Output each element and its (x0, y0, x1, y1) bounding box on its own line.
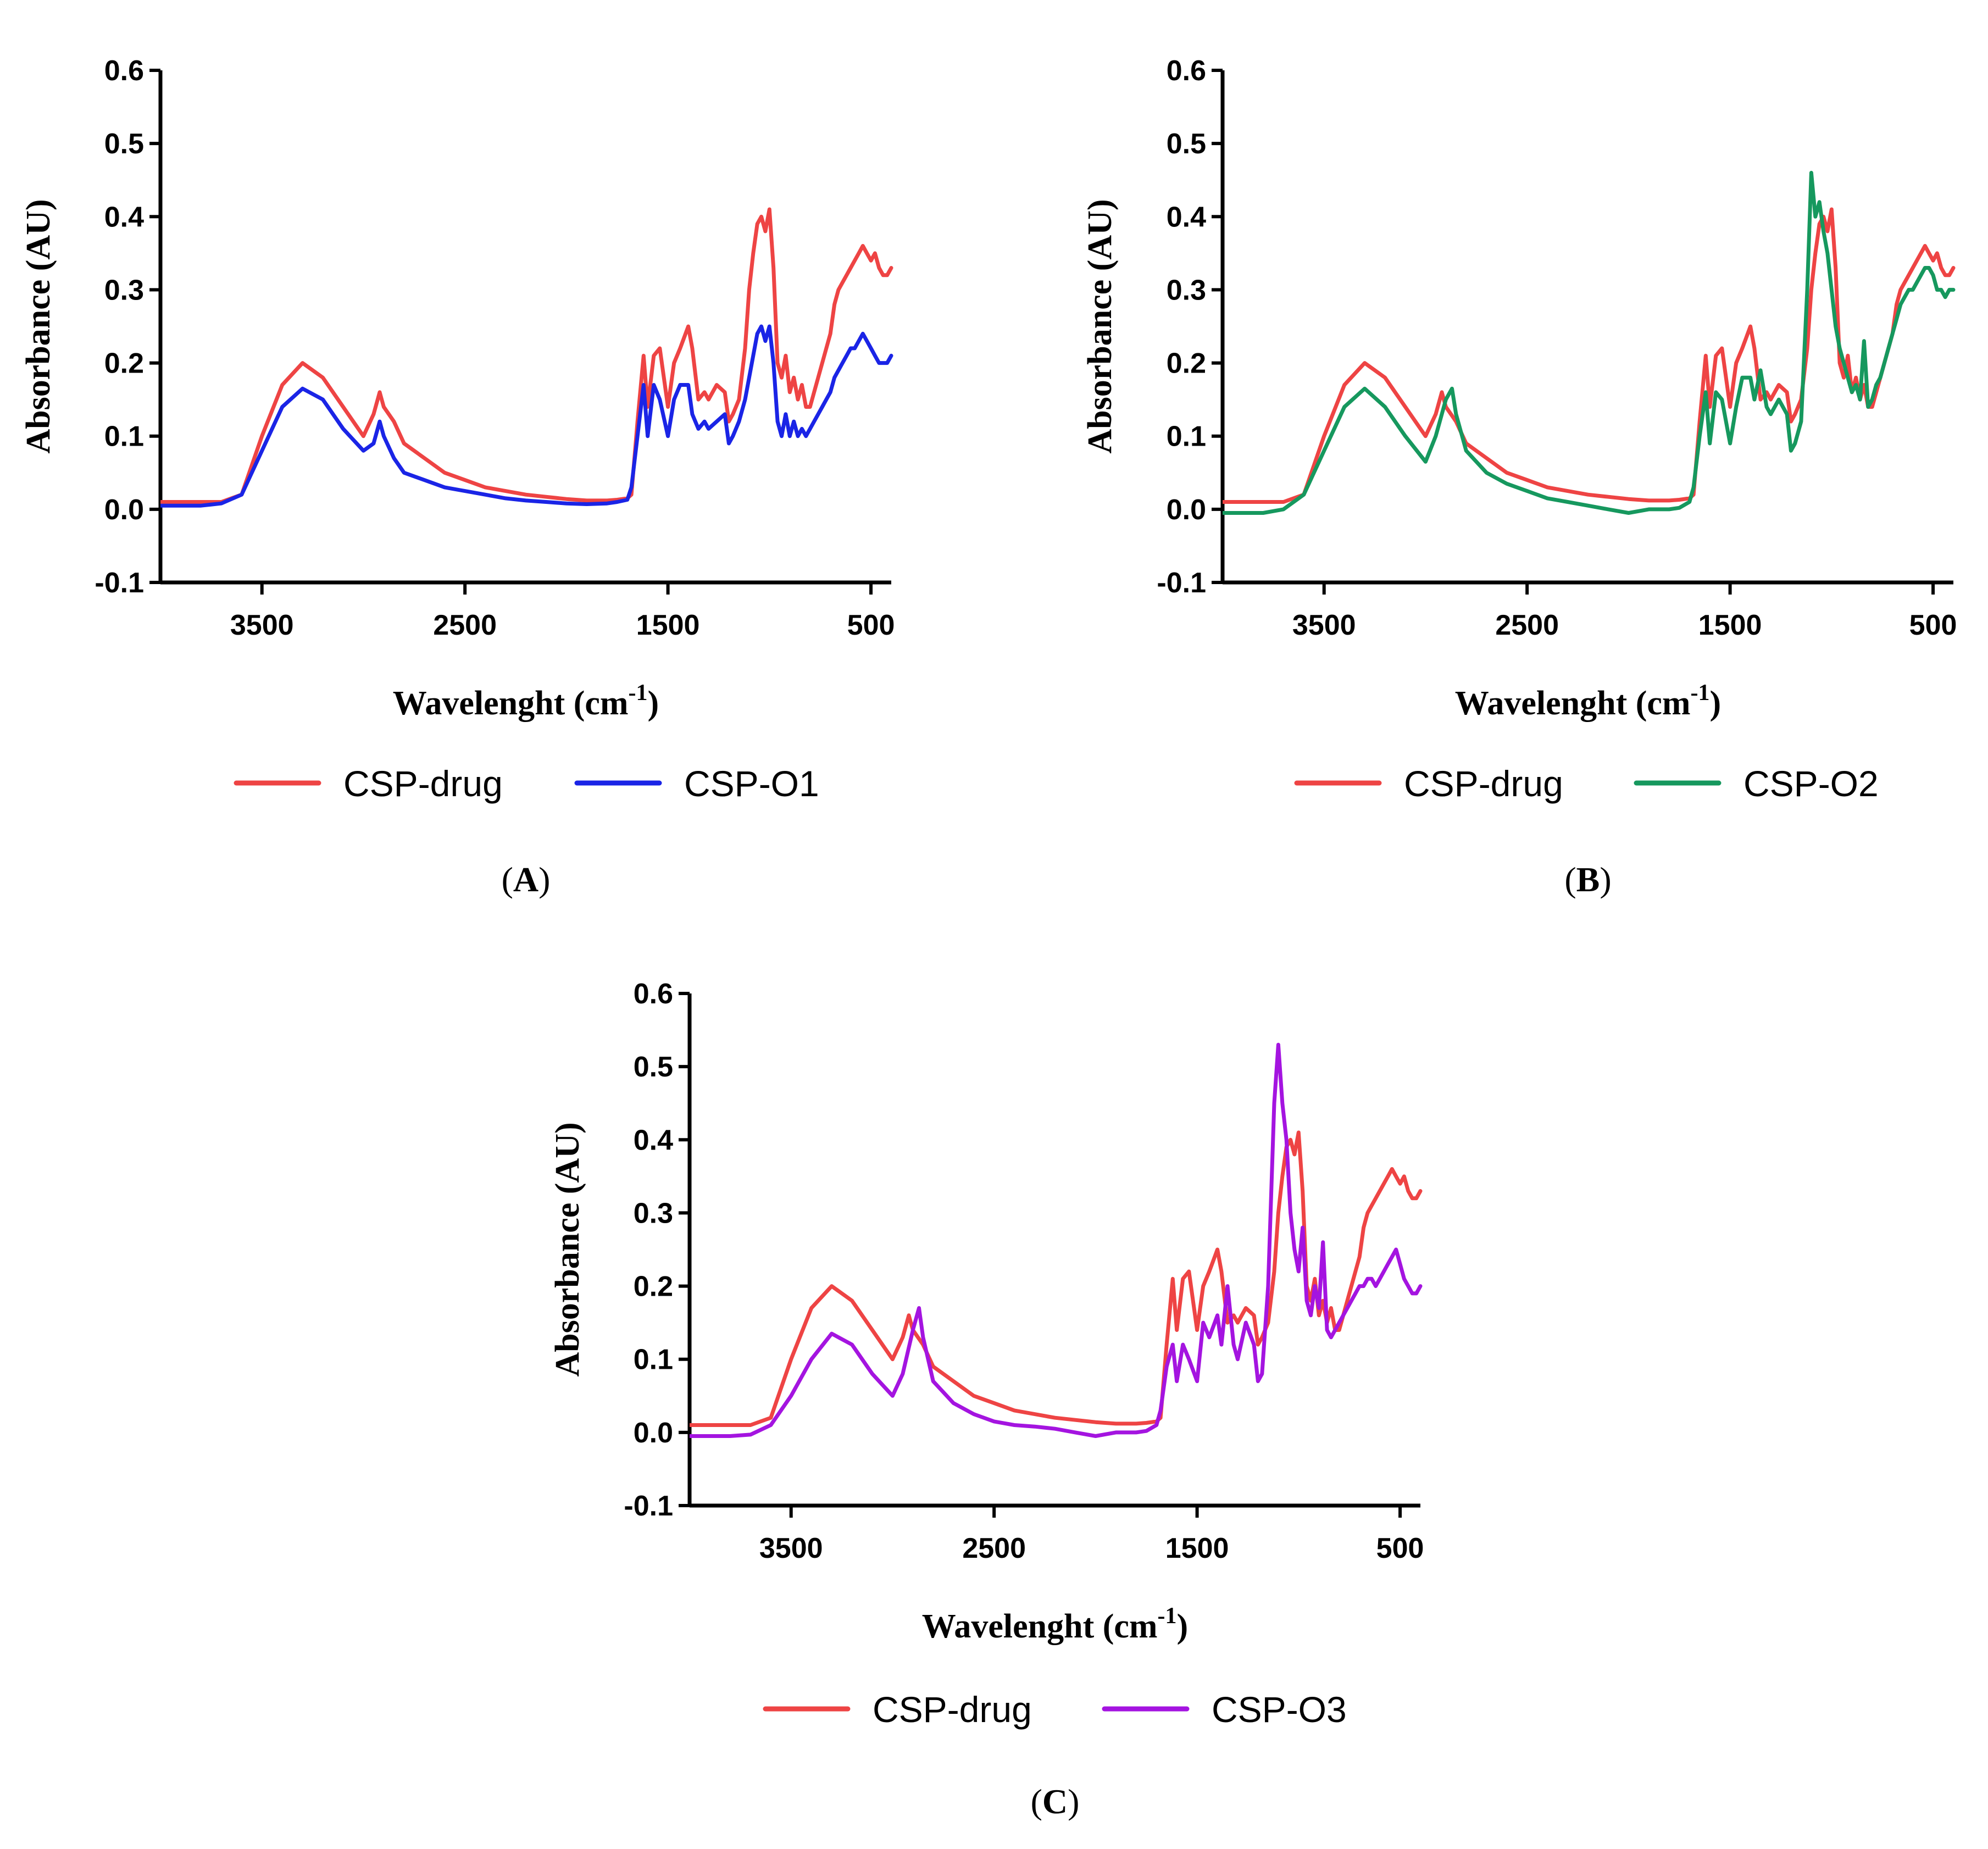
y-tick-label: -0.1 (95, 567, 144, 599)
legend-label: CSP-O2 (1743, 763, 1879, 804)
x-tick-label: 2500 (962, 1532, 1026, 1564)
y-tick-label: 0.3 (634, 1197, 673, 1229)
series-line-csp-o3 (690, 1042, 1423, 1438)
x-axis-title-main: Wavelenght (cm (922, 1608, 1158, 1645)
y-tick-label: -0.1 (1157, 567, 1206, 599)
chart-panel-b: -0.1 0.0 0.1 0.2 0.3 0.4 0.5 0.6 3500 2500 1500 500… (1081, 55, 1957, 899)
x-tick-label: 3500 (759, 1532, 823, 1564)
x-tick-label: 3500 (230, 609, 294, 641)
y-tick-label: 0.1 (1167, 421, 1206, 453)
y-tick-label: 0.5 (634, 1051, 673, 1083)
y-tick-label: 0.6 (104, 55, 144, 87)
x-axis-title-close: ) (1710, 685, 1722, 722)
y-tick-label: 0.0 (104, 494, 144, 526)
chart-panel-a: -0.1 0.0 0.1 0.2 0.3 0.4 0.5 0.6 3500 2500 1500 500… (20, 55, 895, 899)
x-tick-label: 500 (847, 609, 895, 641)
y-tick-label: 0.5 (104, 128, 144, 160)
chart-panel-c: -0.1 0.0 0.1 0.2 0.3 0.4 0.5 0.6 3500 2500 1500 500… (549, 978, 1424, 1821)
y-tick-label: 0.0 (634, 1417, 673, 1449)
panel-label-part: ) (538, 860, 550, 899)
y-axis-title: Absorbance (AU) (1081, 199, 1119, 453)
y-tick-label: 0.6 (1167, 55, 1206, 87)
x-tick-label: 2500 (433, 609, 497, 641)
x-tick-label: 2500 (1495, 609, 1559, 641)
y-tick-label: -0.1 (624, 1490, 673, 1522)
x-axis-title-main: Wavelenght (cm (1455, 685, 1691, 722)
x-axis-title-superscript: -1 (629, 680, 648, 706)
y-axis-title: Absorbance (AU) (20, 199, 57, 453)
x-axis-title: Wavelenght (cm-1) (922, 1603, 1188, 1645)
x-axis-title-close: ) (648, 685, 659, 722)
legend-label: CSP-drug (1404, 763, 1563, 804)
x-tick-label: 1500 (636, 609, 700, 641)
x-tick-label: 3500 (1292, 609, 1356, 641)
x-axis-title: Wavelenght (cm-1) (1455, 680, 1721, 722)
x-axis-title-main: Wavelenght (cm (393, 685, 629, 722)
y-tick-label: 0.5 (1167, 128, 1206, 160)
y-tick-label: 0.2 (1167, 348, 1206, 380)
legend-label: CSP-O1 (684, 763, 819, 804)
y-tick-label: 0.3 (104, 274, 144, 306)
x-tick-label: 500 (1376, 1532, 1424, 1564)
y-tick-label: 0.3 (1167, 274, 1206, 306)
panel-label-part: ( (1564, 860, 1576, 899)
panel-label-part: ) (1600, 860, 1611, 899)
x-tick-label: 500 (1909, 609, 1957, 641)
y-tick-label: 0.1 (634, 1344, 673, 1376)
panel-label-part: ( (1031, 1782, 1042, 1821)
series-line-csp-drug (1223, 207, 1956, 504)
y-tick-label: 0.0 (1167, 494, 1206, 526)
legend-label: CSP-drug (873, 1689, 1032, 1730)
legend-label: CSP-drug (343, 763, 503, 804)
panel-label-part: C (1042, 1782, 1068, 1821)
y-tick-label: 0.4 (1167, 201, 1206, 233)
y-tick-label: 0.1 (104, 421, 144, 453)
x-axis-title-close: ) (1177, 1608, 1189, 1645)
series-line-csp-o2 (1223, 170, 1956, 515)
series-line-csp-o1 (160, 324, 893, 508)
legend-label: CSP-O3 (1212, 1689, 1347, 1730)
y-tick-label: 0.2 (104, 348, 144, 380)
y-tick-label: 0.6 (634, 978, 673, 1010)
x-axis-title: Wavelenght (cm-1) (393, 680, 659, 722)
y-tick-label: 0.2 (634, 1271, 673, 1303)
panel-label-part: B (1576, 860, 1600, 899)
x-tick-label: 1500 (1698, 609, 1762, 641)
panel-label: (B) (1564, 860, 1611, 899)
panel-label-part: ( (502, 860, 513, 899)
series-line-csp-drug (160, 207, 893, 504)
y-tick-label: 0.4 (634, 1124, 673, 1156)
panel-label-part: ) (1068, 1782, 1079, 1821)
x-tick-label: 1500 (1165, 1532, 1229, 1564)
y-axis-title: Absorbance (AU) (549, 1122, 586, 1376)
panel-label: (A) (502, 860, 551, 899)
panel-label: (C) (1031, 1782, 1080, 1821)
x-axis-title-superscript: -1 (1158, 1603, 1177, 1629)
panel-label-part: A (513, 860, 538, 899)
x-axis-title-superscript: -1 (1691, 680, 1710, 706)
y-tick-label: 0.4 (104, 201, 144, 233)
